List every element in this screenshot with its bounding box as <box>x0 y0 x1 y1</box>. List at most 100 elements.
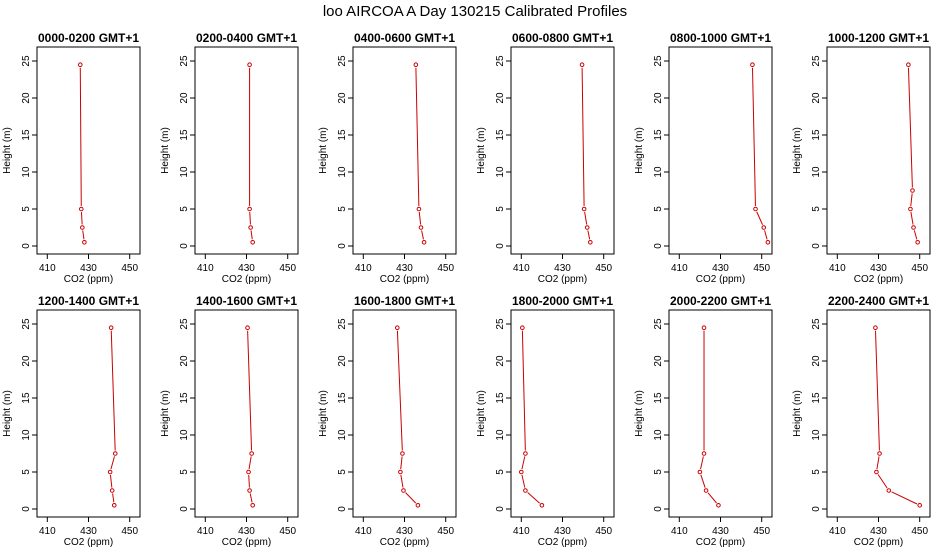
profile-panel: 0200-0400 GMT+1 0 5 10 15 20 25 410 430 450 CO2 (p… <box>160 31 299 285</box>
profile-point <box>910 188 915 193</box>
y-tick-label: 10 <box>179 166 190 178</box>
y-tick-label: 0 <box>21 243 32 249</box>
profile-point <box>250 240 255 245</box>
profile-point <box>703 488 709 493</box>
profile-segment <box>913 230 918 240</box>
x-tick-label: 410 <box>39 263 56 274</box>
profile-segment <box>109 474 113 488</box>
y-tick-label: 25 <box>21 55 32 67</box>
x-tick-label: 410 <box>829 263 846 274</box>
profile-segment <box>527 492 541 504</box>
profile-point <box>908 206 913 212</box>
x-tick-label: 410 <box>671 263 688 274</box>
panel-grid: 0000-0200 GMT+1 0 5 10 15 20 25 410 430 450 CO2 (p… <box>2 31 931 548</box>
y-tick-label: 10 <box>653 429 664 441</box>
profile-segment <box>875 330 880 451</box>
x-tick-label: 450 <box>595 526 612 537</box>
y-axis-label: Height (m) <box>792 390 803 437</box>
profile-point <box>247 206 252 212</box>
y-tick-label: 0 <box>337 243 348 249</box>
y-tick-label: 20 <box>653 355 664 367</box>
profile-segment <box>400 456 403 470</box>
x-tick-label: 430 <box>712 263 729 274</box>
y-tick-label: 20 <box>179 92 190 104</box>
profile-segment <box>700 456 704 470</box>
x-axis-label: CO2 (ppm) <box>538 537 587 548</box>
y-tick-label: 0 <box>495 506 506 512</box>
panel-title: 1600-1800 GMT+1 <box>354 294 455 308</box>
x-tick-label: 410 <box>355 526 372 537</box>
x-tick-label: 430 <box>712 526 729 537</box>
y-tick-label: 5 <box>811 206 822 212</box>
profile-point <box>523 451 528 456</box>
y-tick-label: 20 <box>179 355 190 367</box>
profile-point <box>523 488 528 493</box>
profile-segment <box>910 211 914 225</box>
profile-point <box>873 325 878 331</box>
y-tick-label: 5 <box>179 206 190 212</box>
y-tick-label: 25 <box>179 318 190 330</box>
profile-point <box>78 206 84 212</box>
profile-point <box>911 225 916 230</box>
plot-frame <box>352 309 457 518</box>
y-tick-label: 0 <box>653 506 664 512</box>
panel-title: 0400-0600 GMT+1 <box>354 31 455 45</box>
profile-segment <box>891 491 918 505</box>
y-tick-label: 10 <box>811 166 822 178</box>
profile-point <box>588 240 593 245</box>
y-tick-label: 10 <box>21 429 32 441</box>
profile-point <box>415 503 421 508</box>
y-axis-label: Height (m) <box>160 390 171 437</box>
y-tick-label: 20 <box>495 355 506 367</box>
profile-segment <box>521 474 526 488</box>
profile-point <box>753 206 758 212</box>
panel-title: 2000-2200 GMT+1 <box>670 294 771 308</box>
profile-point <box>421 240 427 245</box>
x-tick-label: 430 <box>80 526 97 537</box>
profile-point <box>248 225 253 230</box>
y-tick-label: 10 <box>21 166 32 178</box>
profile-point <box>906 62 911 67</box>
x-axis-label: CO2 (ppm) <box>696 274 745 285</box>
profile-segment <box>584 211 588 225</box>
x-axis-label: CO2 (ppm) <box>538 274 587 285</box>
y-axis-label: Height (m) <box>160 127 171 174</box>
profile-segment <box>876 456 880 470</box>
profile-point <box>874 469 879 475</box>
profile-segment <box>521 456 526 470</box>
profile-point <box>539 503 545 508</box>
profile-segment <box>80 211 83 225</box>
y-axis-label: Height (m) <box>634 390 645 437</box>
y-tick-label: 5 <box>653 206 664 212</box>
x-tick-label: 450 <box>121 526 138 537</box>
figure-title: loo AIRCOA A Day 130215 Calibrated Profi… <box>323 3 627 20</box>
y-tick-label: 0 <box>179 243 190 249</box>
y-tick-label: 20 <box>811 92 822 104</box>
x-axis-label: CO2 (ppm) <box>64 537 113 548</box>
y-tick-label: 0 <box>337 506 348 512</box>
y-tick-label: 15 <box>337 129 348 141</box>
profile-segment <box>707 492 717 504</box>
x-tick-label: 430 <box>554 526 571 537</box>
profile-segment <box>396 330 403 451</box>
panel-title: 1200-1400 GMT+1 <box>38 294 139 308</box>
y-tick-label: 5 <box>653 469 664 475</box>
profile-point <box>877 451 882 456</box>
profile-panel: 1000-1200 GMT+1 0 5 10 15 20 25 410 430 450 CO2 (p… <box>792 31 931 285</box>
y-tick-label: 25 <box>337 55 348 67</box>
y-tick-label: 0 <box>811 243 822 249</box>
profile-point <box>249 451 254 456</box>
y-tick-label: 15 <box>811 129 822 141</box>
profile-point <box>701 451 707 456</box>
profile-point <box>394 325 400 331</box>
x-tick-label: 410 <box>39 526 56 537</box>
y-tick-label: 25 <box>495 55 506 67</box>
profile-segment <box>751 67 756 207</box>
x-tick-label: 430 <box>554 263 571 274</box>
plot-frame <box>352 46 457 255</box>
y-tick-label: 25 <box>495 318 506 330</box>
profile-point <box>761 225 767 230</box>
x-tick-label: 450 <box>911 263 928 274</box>
profile-point <box>82 240 87 245</box>
